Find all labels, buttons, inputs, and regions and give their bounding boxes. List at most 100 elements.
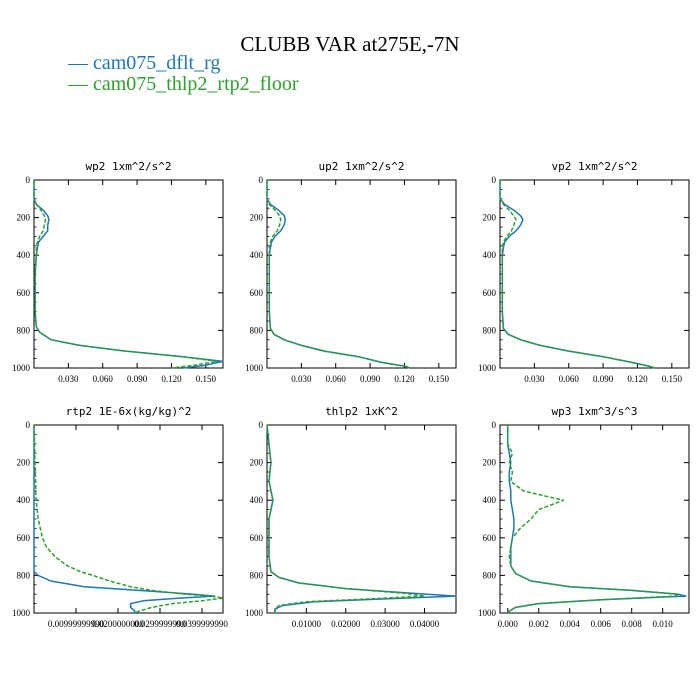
x-tick-label: 0.030 bbox=[291, 374, 312, 384]
x-tick-label: 0.090 bbox=[593, 374, 614, 384]
x-tick-label: 0.150 bbox=[662, 374, 683, 384]
x-tick-label: 0.004 bbox=[560, 619, 581, 629]
y-tick-label: 600 bbox=[483, 288, 497, 298]
y-tick-label: 400 bbox=[17, 250, 31, 260]
x-tick-label: 0.150 bbox=[196, 374, 217, 384]
panel-title: vp2 1xm^2/s^2 bbox=[551, 160, 637, 173]
y-tick-label: 800 bbox=[17, 570, 31, 580]
panel-title: thlp2 1xK^2 bbox=[325, 405, 398, 418]
plot-frame bbox=[499, 179, 690, 369]
x-tick-label: 0.00999999990 bbox=[48, 619, 105, 629]
chart-panel-2: up2 1xm^2/s^2 0 200 400 600 800 1000 0.030 0.060… bbox=[245, 160, 457, 384]
legend-marker: — bbox=[68, 52, 93, 74]
x-tick-label: 0.04000 bbox=[410, 619, 440, 629]
panel-title: rtp2 1E-6x(kg/kg)^2 bbox=[66, 405, 192, 418]
x-tick-label: 0.030 bbox=[58, 374, 79, 384]
y-tick-label: 1000 bbox=[12, 363, 31, 373]
x-tick-label: 0.0399999990 bbox=[176, 619, 228, 629]
legend-entry-dflt: — cam075_dflt_rg bbox=[68, 52, 220, 75]
y-tick-label: 600 bbox=[250, 533, 264, 543]
series-line-floor bbox=[266, 180, 411, 369]
series-line-dflt bbox=[33, 180, 224, 369]
y-tick-label: 0 bbox=[492, 420, 497, 430]
y-tick-label: 800 bbox=[17, 325, 31, 335]
panel-title: wp3 1xm^3/s^3 bbox=[551, 405, 637, 418]
legend-marker: — bbox=[68, 73, 93, 95]
series-line-dflt bbox=[506, 425, 687, 614]
y-tick-label: 200 bbox=[483, 213, 497, 223]
series-line-floor bbox=[506, 425, 679, 614]
x-tick-label: 0.0299999990 bbox=[134, 619, 186, 629]
panel-title: wp2 1xm^2/s^2 bbox=[85, 160, 171, 173]
series-line-dflt bbox=[33, 425, 216, 613]
y-tick-label: 600 bbox=[17, 533, 31, 543]
y-tick-label: 0 bbox=[492, 175, 497, 185]
panel-title: up2 1xm^2/s^2 bbox=[318, 160, 404, 173]
plot-frame bbox=[33, 424, 224, 614]
series-line-dflt bbox=[266, 180, 411, 369]
series-line-floor bbox=[33, 180, 219, 369]
x-tick-label: 0.006 bbox=[591, 619, 612, 629]
y-tick-label: 0 bbox=[26, 175, 31, 185]
y-tick-label: 400 bbox=[250, 495, 264, 505]
y-tick-label: 800 bbox=[483, 570, 497, 580]
plot-frame bbox=[33, 179, 224, 369]
series-line-floor bbox=[266, 424, 426, 613]
x-tick-label: 0.0200000000 bbox=[92, 619, 144, 629]
y-tick-label: 200 bbox=[17, 213, 31, 223]
y-tick-label: 800 bbox=[483, 325, 497, 335]
x-tick-label: 0.120 bbox=[627, 374, 648, 384]
y-tick-label: 400 bbox=[250, 250, 264, 260]
y-tick-label: 600 bbox=[250, 288, 264, 298]
y-tick-label: 600 bbox=[483, 533, 497, 543]
x-tick-label: 0.060 bbox=[326, 374, 347, 384]
chart-panel-1: wp2 1xm^2/s^2 0 200 400 600 800 1000 0.030 0.060… bbox=[12, 160, 224, 384]
x-tick-label: 0.002 bbox=[529, 619, 549, 629]
plot-frame bbox=[266, 424, 457, 614]
x-tick-label: 0.03000 bbox=[371, 619, 401, 629]
plot-frame bbox=[266, 179, 457, 369]
plot-frame bbox=[499, 424, 690, 614]
y-tick-label: 400 bbox=[483, 250, 497, 260]
x-tick-label: 0.008 bbox=[622, 619, 643, 629]
x-tick-label: 0.060 bbox=[93, 374, 114, 384]
chart-panel-4: rtp2 1E-6x(kg/kg)^2 0 200 400 600 800 1000 0.00… bbox=[12, 405, 228, 629]
y-tick-label: 600 bbox=[17, 288, 31, 298]
chart-panel-3: vp2 1xm^2/s^2 0 200 400 600 800 1000 0.030 0.060… bbox=[478, 160, 690, 384]
x-tick-label: 0.060 bbox=[559, 374, 580, 384]
figure-title: CLUBB VAR at275E,-7N bbox=[240, 32, 460, 56]
series-line-dflt bbox=[266, 424, 457, 613]
y-tick-label: 200 bbox=[483, 458, 497, 468]
y-tick-label: 1000 bbox=[12, 608, 31, 618]
y-tick-label: 800 bbox=[250, 570, 264, 580]
x-tick-label: 0.000 bbox=[498, 619, 519, 629]
series-line-floor bbox=[499, 180, 655, 369]
x-tick-label: 0.02000 bbox=[331, 619, 361, 629]
y-tick-label: 200 bbox=[250, 213, 264, 223]
y-tick-label: 1000 bbox=[478, 608, 497, 618]
legend-entry-floor: — cam075_thlp2_rtp2_floor bbox=[68, 73, 299, 96]
y-tick-label: 400 bbox=[483, 495, 497, 505]
y-tick-label: 400 bbox=[17, 495, 31, 505]
chart-panel-5: thlp2 1xK^2 0 200 400 600 800 1000 0.01000 0.020… bbox=[245, 405, 457, 629]
y-tick-label: 0 bbox=[259, 175, 264, 185]
x-tick-label: 0.150 bbox=[429, 374, 450, 384]
legend-label: cam075_thlp2_rtp2_floor bbox=[93, 73, 299, 95]
x-tick-label: 0.01000 bbox=[292, 619, 322, 629]
y-tick-label: 1000 bbox=[245, 608, 264, 618]
x-tick-label: 0.120 bbox=[394, 374, 415, 384]
x-tick-label: 0.120 bbox=[161, 374, 182, 384]
y-tick-label: 0 bbox=[26, 420, 31, 430]
x-tick-label: 0.090 bbox=[127, 374, 148, 384]
x-tick-label: 0.030 bbox=[524, 374, 545, 384]
x-tick-label: 0.010 bbox=[653, 619, 674, 629]
y-tick-label: 200 bbox=[17, 458, 31, 468]
y-tick-label: 200 bbox=[250, 458, 264, 468]
y-tick-label: 1000 bbox=[478, 363, 497, 373]
y-tick-label: 0 bbox=[259, 420, 264, 430]
series-line-floor bbox=[33, 424, 224, 614]
y-tick-label: 1000 bbox=[245, 363, 264, 373]
y-tick-label: 800 bbox=[250, 325, 264, 335]
